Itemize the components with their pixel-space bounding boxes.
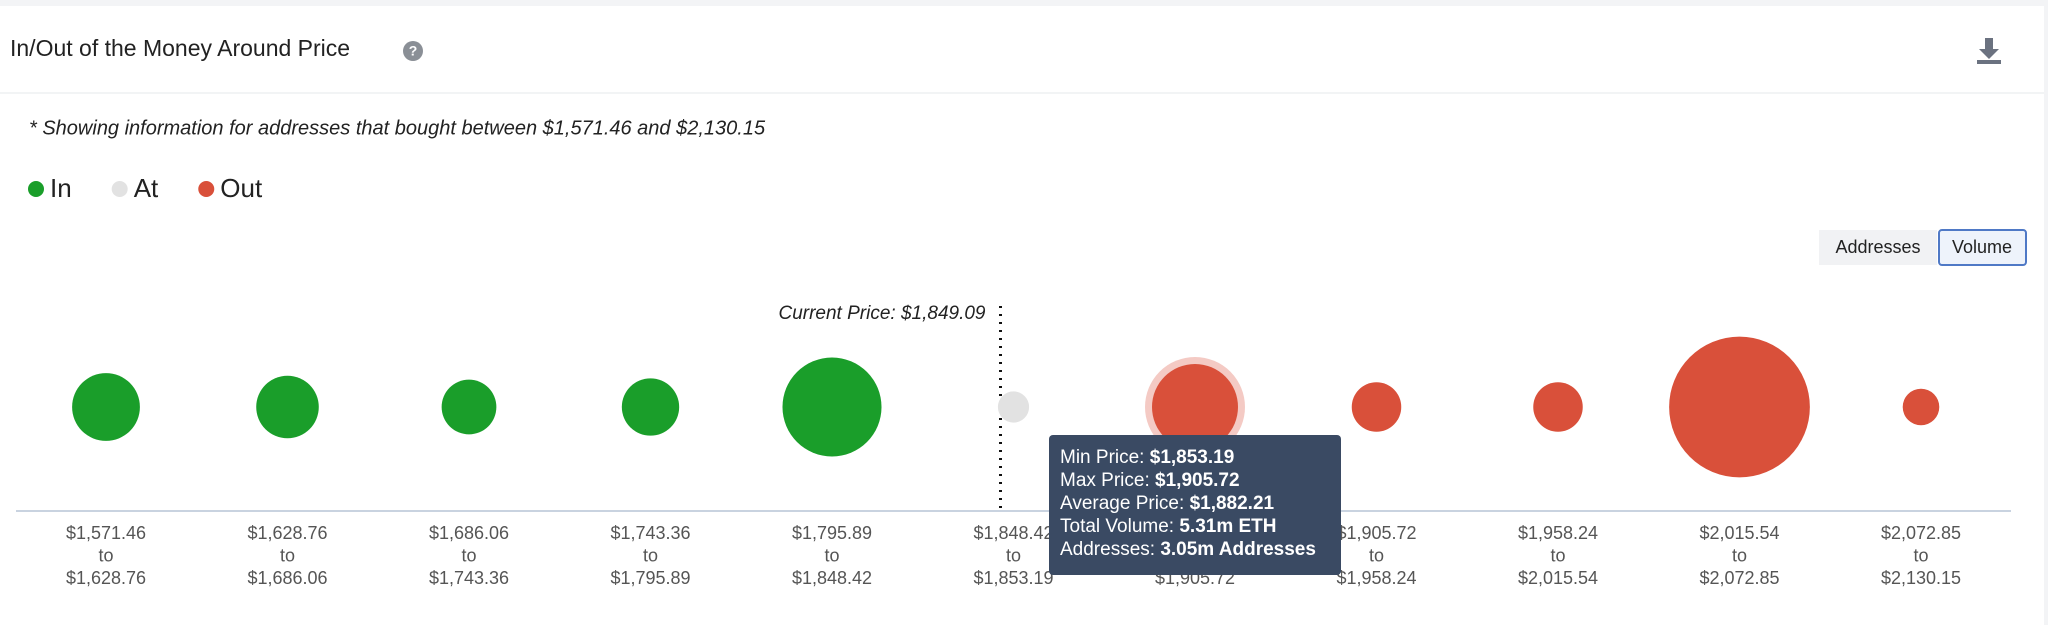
x-tick-label: $1,628.76 [247,523,327,543]
legend-label: In [50,173,72,203]
bubble [782,357,882,457]
x-tick-label: to [1006,545,1021,565]
x-tick-label: $2,130.15 [1881,568,1961,588]
tooltip-row: Max Price: $1,905.72 [1060,470,1240,491]
tooltip-value: 5.31m ETH [1179,516,1276,537]
tooltip-row: Min Price: $1,853.19 [1060,447,1234,468]
x-tick-label: to [98,545,113,565]
x-tick-label: $1,795.89 [610,568,690,588]
tooltip-value: $1,905.72 [1155,470,1240,491]
tooltip-label: Min Price: [1060,447,1144,468]
x-tick-label: to [1550,545,1565,565]
toggle-button-active[interactable] [1938,229,2027,266]
bubble [1533,382,1583,432]
x-tick-label: $2,015.54 [1699,523,1779,543]
x-tick-label: $1,795.89 [792,523,872,543]
title: In/Out of the Money Around Price [10,35,350,61]
x-tick-label: to [643,545,658,565]
tooltip-value: $1,853.19 [1150,447,1235,468]
tooltip-row: Total Volume: 5.31m ETH [1060,516,1277,537]
x-tick-label: $1,905.72 [1336,523,1416,543]
card-bg [0,6,2044,625]
x-tick-label: to [280,545,295,565]
help-icon[interactable]: ? [403,41,423,61]
bubble [1152,364,1238,450]
bubble [1351,382,1402,432]
legend-swatch [198,181,215,197]
tooltip-row: Addresses: 3.05m Addresses [1060,539,1316,560]
toggle: Addresses Volume [1819,229,2027,266]
x-tick-label: to [1913,545,1928,565]
tooltip-value: $1,882.21 [1190,493,1275,514]
x-tick-label: $2,072.85 [1881,523,1961,543]
x-tick-label: $1,628.76 [66,568,146,588]
bubble [621,378,680,436]
tooltip-label: Max Price: [1060,470,1150,491]
bubble [72,373,140,441]
x-tick-label: $1,848.42 [792,568,872,588]
x-tick-label: $2,072.85 [1699,568,1779,588]
tooltip-label: Addresses: [1060,539,1155,560]
legend-swatch [111,181,128,197]
x-tick-label: $1,848.42 [973,523,1053,543]
x-tick-label: to [461,545,476,565]
bubble [441,379,497,435]
legend: In At Out [28,173,263,203]
current-price-label: Current Price: $1,849.09 [778,303,985,324]
x-tick-label: $1,686.06 [429,523,509,543]
toggle-button[interactable] [1819,230,1937,265]
bubble [1669,336,1810,478]
x-tick-label: to [1369,545,1384,565]
x-tick-label: $1,958.24 [1518,523,1598,543]
x-tick-label: $1,686.06 [247,568,327,588]
note: * Showing information for addresses that… [29,117,766,139]
tooltip-row: Average Price: $1,882.21 [1060,493,1275,514]
x-tick-label: to [824,545,839,565]
download-icon[interactable] [1977,38,2001,64]
tooltip-bg [1049,435,1341,575]
x-tick-label: $2,015.54 [1518,568,1598,588]
bubble [997,391,1030,423]
bubble [1902,388,1940,426]
x-tick-label: $1,958.24 [1336,568,1416,588]
tooltip-label: Average Price: [1060,493,1184,514]
x-tick-label: $1,853.19 [973,568,1053,588]
x-tick-label: to [1732,545,1747,565]
legend-label: Out [220,173,263,203]
x-tick-label: $1,571.46 [66,523,146,543]
toggle-label: Addresses [1835,237,1920,257]
bubble [256,375,319,439]
x-tick-label: $1,743.36 [610,523,690,543]
tooltip-value: 3.05m Addresses [1160,539,1316,560]
tooltip-label: Total Volume: [1060,516,1174,537]
legend-label: At [134,173,159,203]
plot: $1,571.46to$1,628.76$1,628.76to$1,686.06… [16,303,2011,588]
toggle-label: Volume [1952,237,2012,257]
legend-swatch [28,181,44,197]
x-tick-label: $1,743.36 [429,568,509,588]
svg-text:?: ? [409,43,418,59]
